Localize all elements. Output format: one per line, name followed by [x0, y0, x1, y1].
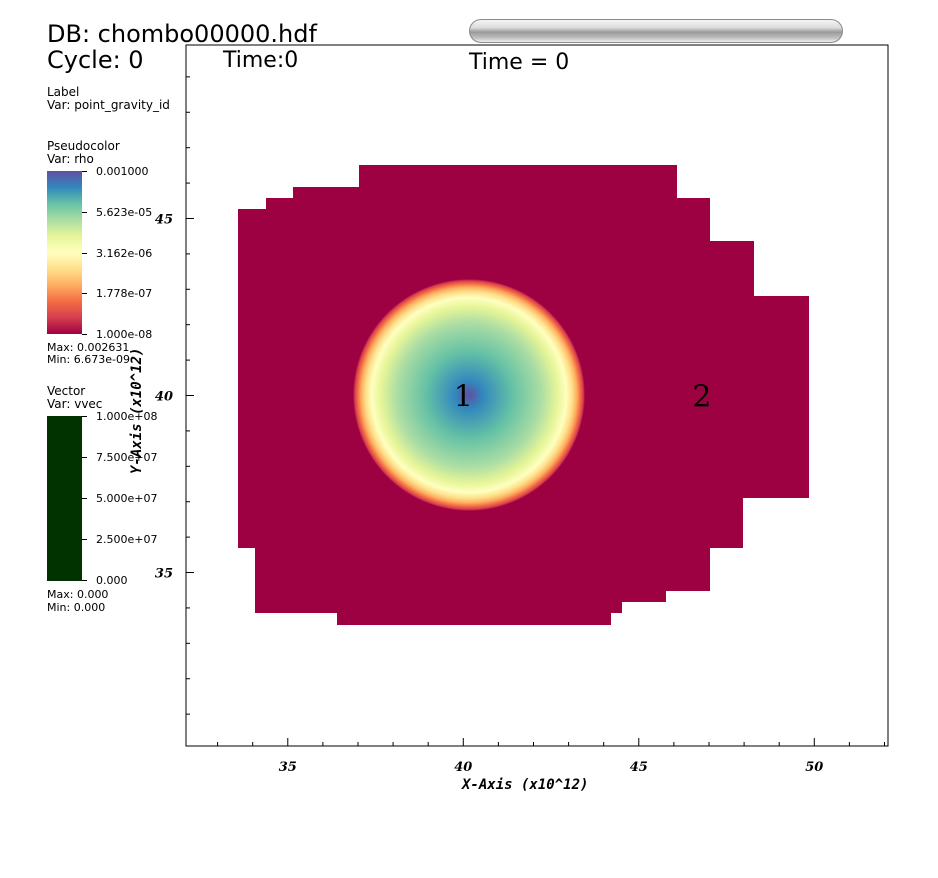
vec-tick-label: 0.000: [96, 574, 128, 587]
vector-legend-title: Vector: [47, 384, 86, 398]
axis-ticks: 35 40 45 50 35 40 45: [155, 76, 885, 775]
time-slider[interactable]: [469, 19, 843, 43]
pc-tick-label: 1.000e-08: [96, 328, 153, 341]
vec-tick-label: 5.000e+07: [96, 492, 158, 505]
pc-tick-label: 3.162e-06: [96, 247, 153, 260]
vec-tick-mark: [82, 416, 87, 417]
density-disk: [353, 279, 585, 511]
vector-max: Max: 0.000: [47, 588, 109, 601]
vector-colorbar: [47, 416, 82, 581]
vector-legend-var: Var: vvec: [47, 397, 103, 411]
pc-tick-mark: [82, 212, 87, 213]
point-label: 2: [692, 380, 711, 415]
y-tick-label: 35: [155, 567, 173, 582]
label-legend-var: Var: point_gravity_id: [47, 98, 170, 112]
pc-tick-label: 1.778e-07: [96, 287, 153, 300]
x-tick-label: 50: [805, 760, 823, 775]
vec-tick-mark: [82, 498, 87, 499]
pseudocolor-max: Max: 0.002631: [47, 341, 130, 354]
y-axis-title: Y-Axis (x10^12): [129, 347, 145, 474]
y-tick-label: 40: [155, 390, 173, 405]
db-title: DB: chombo00000.hdf: [47, 20, 317, 48]
time-center-label: Time = 0: [469, 50, 570, 75]
pc-tick-mark: [82, 293, 87, 294]
x-tick-label: 45: [630, 760, 648, 775]
vec-tick-mark: [82, 580, 87, 581]
vector-min: Min: 0.000: [47, 601, 106, 614]
label-legend-title: Label: [47, 85, 80, 99]
pc-tick-label: 5.623e-05: [96, 206, 153, 219]
cycle-label: Cycle: 0: [47, 46, 144, 74]
time-label: Time:0: [223, 48, 299, 73]
point-label: 1: [454, 380, 473, 415]
pc-tick-mark: [82, 253, 87, 254]
pseudocolor-colorbar: [47, 171, 82, 334]
y-tick-label: 45: [155, 212, 173, 227]
pseudocolor-min: Min: 6.673e-09: [47, 353, 130, 366]
x-tick-label: 40: [454, 760, 472, 775]
x-axis-title: X-Axis (x10^12): [462, 777, 589, 793]
vec-tick-mark: [82, 457, 87, 458]
pseudocolor-legend-var: Var: rho: [47, 152, 94, 166]
vec-tick-label: 1.000e+08: [96, 410, 158, 423]
pc-tick-mark: [82, 171, 87, 172]
x-tick-label: 35: [279, 760, 297, 775]
pc-tick-mark: [82, 334, 87, 335]
pc-tick-label: 0.001000: [96, 165, 149, 178]
vec-tick-label: 2.500e+07: [96, 533, 158, 546]
pseudocolor-legend-title: Pseudocolor: [47, 139, 120, 153]
vec-tick-label: 7.500e+07: [96, 451, 158, 464]
vec-tick-mark: [82, 539, 87, 540]
